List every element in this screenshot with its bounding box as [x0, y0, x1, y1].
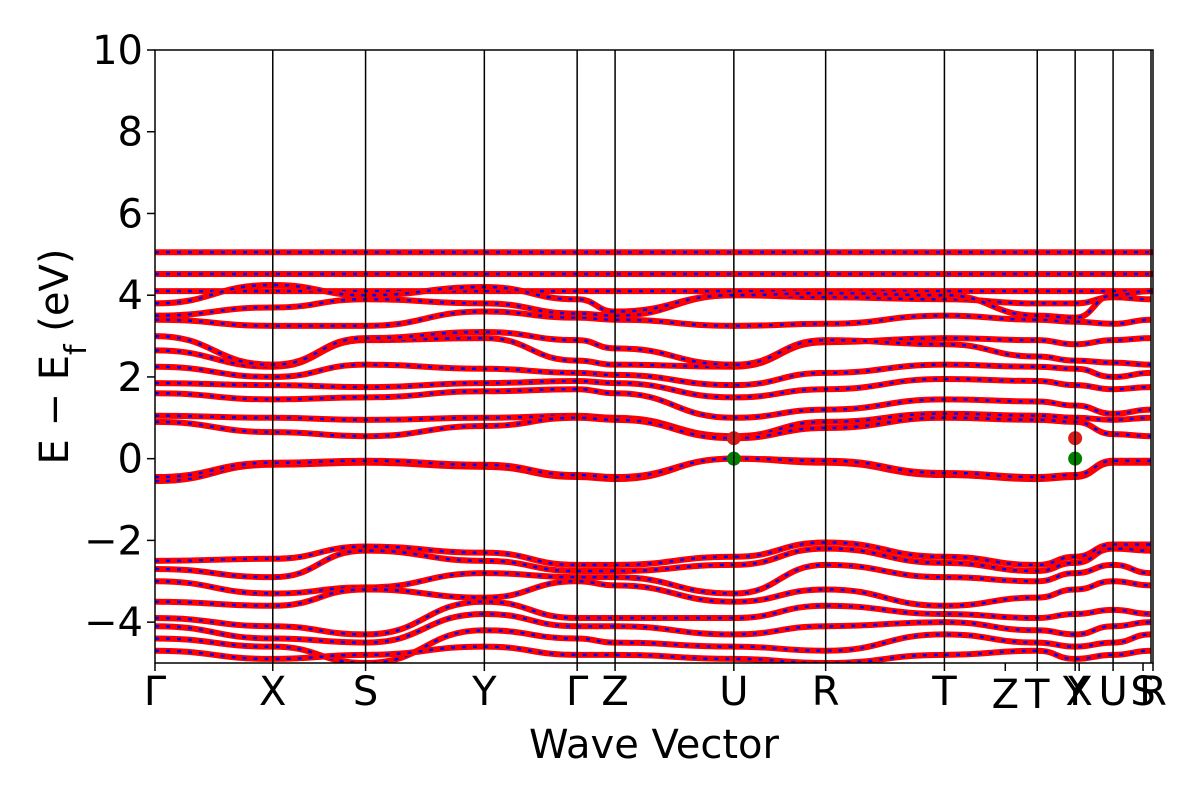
x-tick-label: R	[1139, 669, 1167, 715]
band-spin-down	[155, 330, 1152, 366]
y-axis-label-unit: (eV)	[32, 249, 78, 345]
band-spin-down	[155, 377, 1152, 399]
y-tick-label: 10	[92, 28, 143, 74]
plot-area	[155, 249, 1153, 663]
x-tick-label: Z	[601, 669, 628, 715]
y-axis-label-sub: f	[59, 343, 94, 355]
x-tick-label: T	[931, 669, 957, 715]
x-tick-label: U	[1098, 669, 1127, 715]
x-tick-label: U	[719, 669, 748, 715]
x-tick-label: S	[1130, 669, 1155, 715]
y-tick-label: 8	[118, 110, 143, 156]
band-spin-up	[155, 610, 1152, 646]
plot-frame	[154, 49, 1154, 664]
y-tick-label: 2	[118, 355, 143, 401]
x-tick-label: Γ	[144, 669, 167, 715]
band-spin-up	[155, 455, 1151, 481]
y-axis-label-main: E − E	[32, 355, 78, 465]
y-tick-label: −4	[84, 600, 143, 646]
y-tick-label: 0	[118, 437, 143, 483]
band-spin-down	[155, 387, 1152, 420]
x-tick-label: T	[1024, 672, 1050, 718]
band-spin-down	[155, 547, 1152, 579]
x-tick-label: Y	[471, 669, 497, 715]
band-spin-down	[155, 310, 1152, 328]
band-spin-up	[155, 414, 1152, 442]
band-spin-up	[155, 539, 1151, 568]
y-axis-label: E − Ef (eV)	[32, 249, 94, 465]
x-tick-label: Y	[1062, 669, 1088, 715]
band-spin-down	[155, 645, 1152, 663]
x-tick-label: Z	[992, 672, 1019, 718]
x-tick-label: Γ	[566, 669, 589, 715]
band-spin-up	[155, 578, 1152, 609]
x-tick-label: X	[259, 669, 286, 715]
band-spin-down	[155, 283, 1152, 319]
x-tick-label: X	[1065, 669, 1092, 715]
band-spin-down	[155, 600, 1152, 636]
x-tick-label: S	[353, 669, 378, 715]
x-tick-label: R	[812, 669, 840, 715]
y-tick-label: −2	[84, 518, 143, 564]
band-spin-down	[155, 541, 1151, 567]
band-spin-up	[155, 375, 1152, 401]
y-tick-label: 4	[118, 273, 143, 319]
y-tick-label: 6	[118, 191, 143, 237]
band-spin-up	[155, 361, 1152, 389]
kpoint-lines	[272, 50, 1152, 663]
x-axis-label: Wave Vector	[529, 722, 780, 768]
band-spin-down	[155, 457, 1151, 479]
